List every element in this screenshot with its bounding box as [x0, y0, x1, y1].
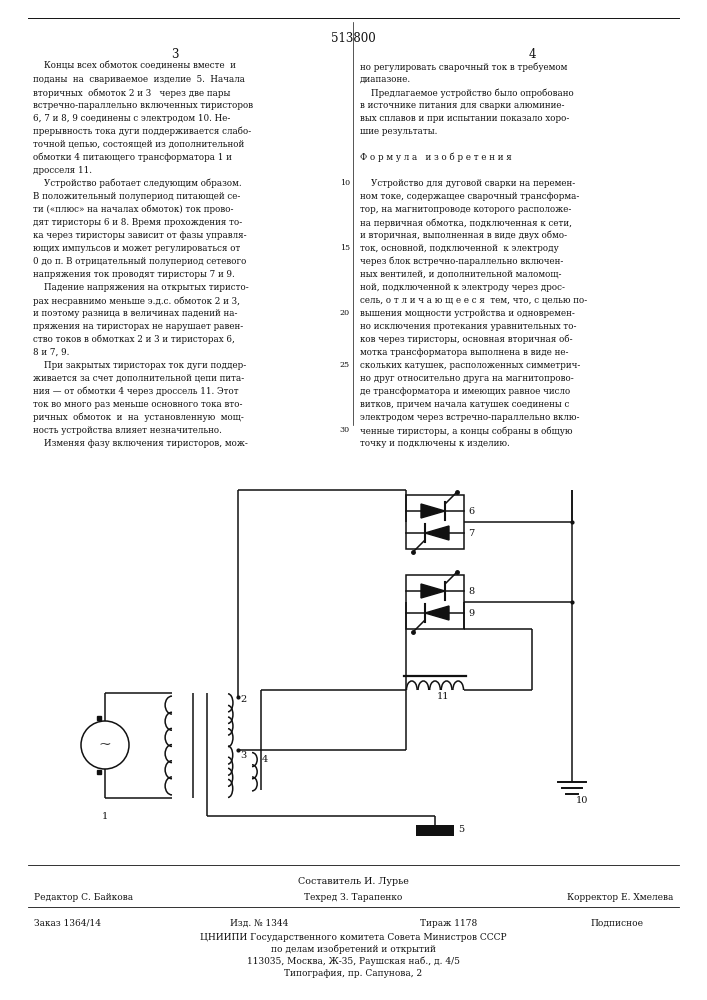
Text: 6: 6 [468, 506, 474, 516]
Text: ном токе, содержащее сварочный трансформа-: ном токе, содержащее сварочный трансформ… [360, 192, 579, 201]
Text: ков через тиристоры, основная вторичная об-: ков через тиристоры, основная вторичная … [360, 335, 573, 344]
Text: ти («плюс» на началах обмоток) ток прово-: ти («плюс» на началах обмоток) ток прово… [33, 205, 233, 215]
Bar [416, 824, 454, 836]
Text: 3: 3 [171, 48, 179, 61]
Text: тор, на магнитопроводе которого расположе-: тор, на магнитопроводе которого располож… [360, 205, 571, 214]
Text: Заказ 1364/14: Заказ 1364/14 [34, 919, 101, 928]
Text: ка через тиристоры зависит от фазы управля-: ка через тиристоры зависит от фазы управ… [33, 231, 247, 240]
Text: ния — от обмотки 4 через дроссель 11. Этот: ния — от обмотки 4 через дроссель 11. Эт… [33, 387, 239, 396]
Text: 5: 5 [458, 826, 464, 834]
Text: диапазоне.: диапазоне. [360, 75, 411, 84]
Text: обмотки 4 питающего трансформатора 1 и: обмотки 4 питающего трансформатора 1 и [33, 153, 232, 162]
Text: Подписное: Подписное [590, 919, 643, 928]
Text: поданы  на  свариваемое  изделие  5.  Начала: поданы на свариваемое изделие 5. Начала [33, 75, 245, 84]
Text: вышения мощности устройства и одновремен-: вышения мощности устройства и одновремен… [360, 309, 575, 318]
Text: 113035, Москва, Ж-35, Раушская наб., д. 4/5: 113035, Москва, Ж-35, Раушская наб., д. … [247, 957, 460, 966]
Text: ченные тиристоры, а концы собраны в общую: ченные тиристоры, а концы собраны в общу… [360, 426, 573, 436]
Text: но исключения протекания уравнительных то-: но исключения протекания уравнительных т… [360, 322, 576, 331]
Text: 20: 20 [340, 309, 350, 317]
Text: прерывность тока дуги поддерживается слабо-: прерывность тока дуги поддерживается сла… [33, 127, 251, 136]
Text: вых сплавов и при испытании показало хоро-: вых сплавов и при испытании показало хор… [360, 114, 569, 123]
Polygon shape [425, 526, 449, 540]
Text: Составитель И. Лурье: Составитель И. Лурье [298, 877, 409, 886]
Text: 3: 3 [240, 752, 246, 760]
Text: напряжения ток проводят тиристоры 7 и 9.: напряжения ток проводят тиристоры 7 и 9. [33, 270, 235, 279]
Bar [406, 495, 464, 549]
Text: Устройство для дуговой сварки на перемен-: Устройство для дуговой сварки на перемен… [360, 179, 575, 188]
Text: Изд. № 1344: Изд. № 1344 [230, 919, 288, 928]
Text: Концы всех обмоток соединены вместе  и: Концы всех обмоток соединены вместе и [33, 62, 236, 71]
Text: но друг относительно друга на магнитопрово-: но друг относительно друга на магнитопро… [360, 374, 574, 383]
Text: дят тиристоры 6 и 8. Время прохождения то-: дят тиристоры 6 и 8. Время прохождения т… [33, 218, 243, 227]
Text: 6, 7 и 8, 9 соединены с электродом 10. Не-: 6, 7 и 8, 9 соединены с электродом 10. Н… [33, 114, 230, 123]
Text: ных вентилей, и дополнительной маломощ-: ных вентилей, и дополнительной маломощ- [360, 270, 561, 279]
Text: Корректор Е. Хмелева: Корректор Е. Хмелева [566, 893, 673, 902]
Text: точной цепью, состоящей из дополнительной: точной цепью, состоящей из дополнительно… [33, 140, 244, 149]
Text: рах несравнимо меньше э.д.с. обмоток 2 и 3,: рах несравнимо меньше э.д.с. обмоток 2 и… [33, 296, 240, 306]
Text: в источнике питания для сварки алюминие-: в источнике питания для сварки алюминие- [360, 101, 564, 110]
Text: 11: 11 [437, 692, 450, 701]
Text: Техред З. Тарапенко: Техред З. Тарапенко [304, 893, 403, 902]
Text: ток во много раз меньше основного тока вто-: ток во много раз меньше основного тока в… [33, 400, 243, 409]
Text: и вторичная, выполненная в виде двух обмо-: и вторичная, выполненная в виде двух обм… [360, 231, 567, 240]
Text: 9: 9 [468, 608, 474, 617]
Text: 8: 8 [468, 586, 474, 595]
Text: на первичная обмотка, подключенная к сети,: на первичная обмотка, подключенная к сет… [360, 218, 572, 228]
Text: встречно-параллельно включенных тиристоров: встречно-параллельно включенных тиристор… [33, 101, 253, 110]
Polygon shape [421, 504, 445, 518]
Text: и поэтому разница в величинах падений на-: и поэтому разница в величинах падений на… [33, 309, 238, 318]
Text: Типография, пр. Сапунова, 2: Типография, пр. Сапунова, 2 [284, 969, 423, 978]
Text: дросселя 11.: дросселя 11. [33, 166, 92, 175]
Text: Редактор С. Байкова: Редактор С. Байкова [34, 893, 133, 902]
Text: 7: 7 [468, 528, 474, 538]
Text: шие результаты.: шие результаты. [360, 127, 438, 136]
Text: ~: ~ [98, 738, 112, 752]
Text: живается за счет дополнительной цепи пита-: живается за счет дополнительной цепи пит… [33, 374, 244, 383]
Text: электродом через встречно-параллельно вклю-: электродом через встречно-параллельно вк… [360, 413, 580, 422]
Text: При закрытых тиристорах ток дуги поддер-: При закрытых тиристорах ток дуги поддер- [33, 361, 246, 370]
Text: ющих импульсов и может регулироваться от: ющих импульсов и может регулироваться от [33, 244, 240, 253]
Text: 4: 4 [262, 756, 268, 764]
Text: де трансформатора и имеющих равное число: де трансформатора и имеющих равное число [360, 387, 571, 396]
Text: ричных  обмоток  и  на  установленную  мощ-: ричных обмоток и на установленную мощ- [33, 413, 244, 422]
Text: Устройство работает следующим образом.: Устройство работает следующим образом. [33, 179, 242, 188]
Text: сель, о т л и ч а ю щ е е с я  тем, что, с целью по-: сель, о т л и ч а ю щ е е с я тем, что, … [360, 296, 588, 305]
Polygon shape [421, 584, 445, 598]
Text: ЦНИИПИ Государственного комитета Совета Министров СССР: ЦНИИПИ Государственного комитета Совета … [200, 933, 507, 942]
Text: пряжения на тиристорах не нарушает равен-: пряжения на тиристорах не нарушает равен… [33, 322, 243, 331]
Text: Тираж 1178: Тираж 1178 [420, 919, 477, 928]
Text: скольких катушек, расположенных симметрич-: скольких катушек, расположенных симметри… [360, 361, 580, 370]
Text: 1: 1 [102, 812, 108, 821]
Text: точку и подключены к изделию.: точку и подключены к изделию. [360, 439, 510, 448]
Text: Предлагаемое устройство было опробовано: Предлагаемое устройство было опробовано [360, 88, 574, 98]
Text: 30: 30 [340, 426, 350, 434]
Text: ство токов в обмотках 2 и 3 и тиристорах 6,: ство токов в обмотках 2 и 3 и тиристорах… [33, 335, 235, 344]
Text: Падение напряжения на открытых тиристо-: Падение напряжения на открытых тиристо- [33, 283, 249, 292]
Text: 4: 4 [528, 48, 536, 61]
Polygon shape [425, 606, 449, 620]
Text: Изменяя фазу включения тиристоров, мож-: Изменяя фазу включения тиристоров, мож- [33, 439, 248, 448]
Text: 25: 25 [340, 361, 350, 369]
Text: мотка трансформатора выполнена в виде не-: мотка трансформатора выполнена в виде не… [360, 348, 568, 357]
Text: через блок встречно-параллельно включен-: через блок встречно-параллельно включен- [360, 257, 563, 266]
Text: 8 и 7, 9.: 8 и 7, 9. [33, 348, 69, 357]
Text: по делам изобретений и открытий: по делам изобретений и открытий [271, 945, 436, 954]
Text: ной, подключенной к электроду через дрос-: ной, подключенной к электроду через дрос… [360, 283, 565, 292]
Text: В положительный полупериод питающей се-: В положительный полупериод питающей се- [33, 192, 240, 201]
Text: ток, основной, подключенной  к электроду: ток, основной, подключенной к электроду [360, 244, 559, 253]
Text: 10: 10 [576, 796, 588, 805]
Text: 10: 10 [340, 179, 350, 187]
Text: Ф о р м у л а   и з о б р е т е н и я: Ф о р м у л а и з о б р е т е н и я [360, 153, 512, 162]
Text: 15: 15 [340, 244, 350, 252]
Text: вторичных  обмоток 2 и 3   через две пары: вторичных обмоток 2 и 3 через две пары [33, 88, 230, 98]
Text: 2: 2 [240, 695, 246, 704]
Bar [406, 575, 464, 629]
Text: 513800: 513800 [331, 32, 376, 45]
Text: витков, причем начала катушек соединены с: витков, причем начала катушек соединены … [360, 400, 569, 409]
Text: 0 до π. В отрицательный полупериод сетевого: 0 до π. В отрицательный полупериод сетев… [33, 257, 246, 266]
Text: но регулировать сварочный ток в требуемом: но регулировать сварочный ток в требуемо… [360, 62, 568, 72]
Text: ность устройства влияет незначительно.: ность устройства влияет незначительно. [33, 426, 222, 435]
